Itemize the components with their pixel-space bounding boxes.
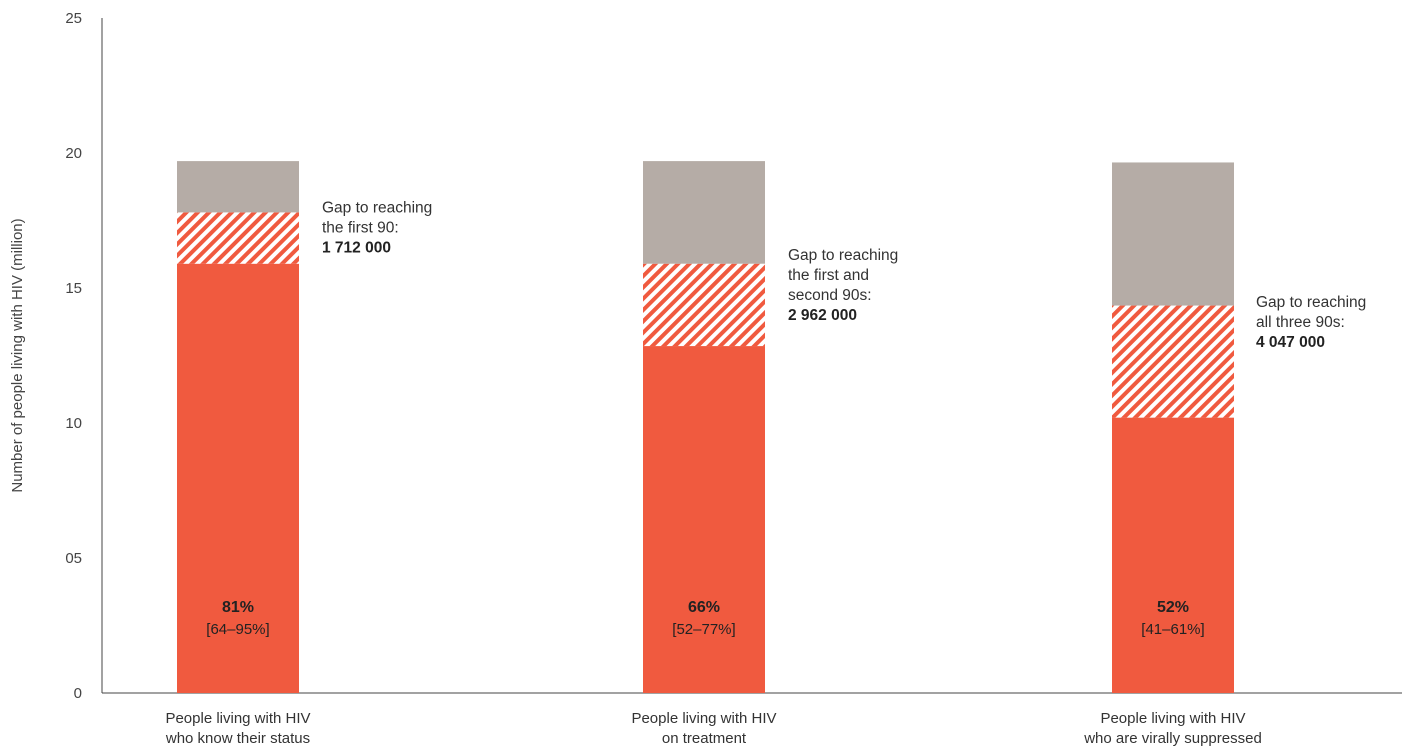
bar-percent-label: 66% bbox=[688, 599, 720, 616]
bar-percent-label: 81% bbox=[222, 599, 254, 616]
bars bbox=[177, 161, 1234, 693]
y-tick-label: 20 bbox=[65, 145, 82, 162]
gap-annotation-text: the first 90: bbox=[322, 220, 399, 237]
bar-percent-label: 52% bbox=[1157, 599, 1189, 616]
bar-achieved bbox=[643, 346, 765, 693]
bar-gap bbox=[177, 212, 299, 264]
x-category-label: on treatment bbox=[662, 730, 747, 747]
x-category-label: who are virally suppressed bbox=[1083, 730, 1262, 747]
bar-gap bbox=[643, 263, 765, 347]
gap-annotation-text: all three 90s: bbox=[1256, 314, 1345, 331]
bar-achieved bbox=[177, 263, 299, 693]
bar-range-label: [52–77%] bbox=[672, 621, 735, 638]
labels: 81% [64–95%] People living with HIV who kno… bbox=[165, 200, 1366, 748]
gap-annotation-value: 4 047 000 bbox=[1256, 334, 1325, 351]
x-category-label: People living with HIV bbox=[165, 710, 310, 727]
y-tick-label: 10 bbox=[65, 415, 82, 432]
bar-range-label: [64–95%] bbox=[206, 621, 269, 638]
y-tick-label: 25 bbox=[65, 10, 82, 27]
gap-annotation-value: 2 962 000 bbox=[788, 307, 857, 324]
bar-remaining bbox=[177, 161, 299, 213]
bar-remaining bbox=[643, 161, 765, 264]
bar-remaining bbox=[1112, 162, 1234, 306]
bar-range-label: [41–61%] bbox=[1141, 621, 1204, 638]
gap-annotation-text: Gap to reaching bbox=[1256, 294, 1366, 311]
y-tick-label: 15 bbox=[65, 280, 82, 297]
y-axis-title: Number of people living with HIV (millio… bbox=[9, 218, 26, 492]
x-category-label: People living with HIV bbox=[1100, 710, 1245, 727]
gap-annotation-value: 1 712 000 bbox=[322, 240, 391, 257]
bar-gap bbox=[1112, 305, 1234, 418]
x-category-label: People living with HIV bbox=[631, 710, 776, 727]
gap-annotation-text: second 90s: bbox=[788, 287, 872, 304]
gap-annotation-text: Gap to reaching bbox=[322, 200, 432, 217]
gap-annotation-text: the first and bbox=[788, 267, 869, 284]
bar-achieved bbox=[1112, 417, 1234, 693]
gap-annotation-text: Gap to reaching bbox=[788, 247, 898, 264]
axes: 0 05 10 15 20 25 Number of people living with … bbox=[9, 10, 1402, 702]
y-tick-label: 0 bbox=[74, 685, 82, 702]
x-category-label: who know their status bbox=[165, 730, 310, 747]
y-tick-label: 05 bbox=[65, 550, 82, 567]
